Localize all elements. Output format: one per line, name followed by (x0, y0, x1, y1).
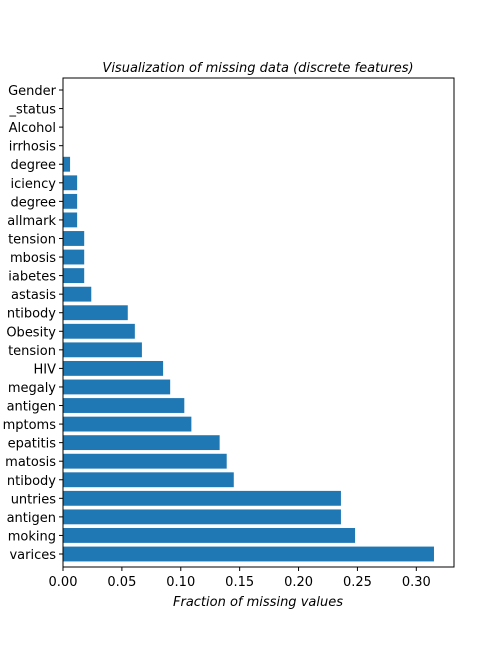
y-tick-label-14: tension (8, 344, 56, 359)
x-tick-label-2: 0.10 (166, 575, 195, 590)
x-tick-label-5: 0.25 (343, 575, 372, 590)
bar-19 (63, 435, 220, 451)
y-tick-label-9: mbosis (10, 251, 56, 266)
x-tick-label-4: 0.20 (284, 575, 313, 590)
y-tick-label-4: degree (10, 158, 56, 173)
y-tick-label-2: Alcohol (9, 121, 56, 136)
bar-10 (63, 268, 85, 284)
bar-17 (63, 398, 185, 413)
y-tick-label-7: allmark (7, 214, 56, 229)
y-tick-label-12: ntibody (7, 307, 56, 322)
y-tick-label-19: epatitis (8, 437, 57, 452)
bar-24 (63, 528, 356, 543)
bar-12 (63, 305, 128, 321)
y-tick-label-25: varices (9, 548, 56, 563)
x-ticks: 0.00 0.05 0.10 0.15 0.20 0.25 0.30 (49, 567, 431, 590)
y-tick-label-1: _status (9, 103, 57, 118)
bar-21 (63, 472, 234, 488)
y-tick-label-8: tension (8, 232, 56, 247)
bar-15 (63, 360, 164, 376)
bar-22 (63, 490, 341, 506)
y-tick-label-3: irrhosis (9, 140, 56, 155)
bar-8 (63, 231, 85, 246)
y-tick-labels: Gender _status Alcohol irrhosis degree icienc… (3, 84, 63, 563)
bar-6 (63, 193, 78, 209)
bars-group (63, 156, 434, 562)
bar-16 (63, 379, 171, 395)
y-tick-label-6: degree (10, 195, 56, 210)
y-tick-label-10: iabetes (8, 270, 56, 285)
x-tick-label-3: 0.15 (225, 575, 254, 590)
x-tick-label-0: 0.00 (49, 575, 78, 590)
y-tick-label-5: iciency (11, 177, 57, 192)
y-tick-label-17: antigen (7, 400, 56, 415)
y-tick-label-21: ntibody (7, 474, 56, 489)
y-tick-label-23: antigen (7, 511, 56, 526)
y-tick-label-16: megaly (8, 381, 56, 396)
x-axis-label: Fraction of missing values (173, 595, 343, 610)
y-tick-label-11: astasis (11, 288, 56, 303)
plot-frame (62, 77, 455, 568)
chart-title: Visualization of missing data (discrete … (102, 61, 413, 76)
bar-4 (63, 156, 71, 172)
y-tick-label-20: matosis (5, 455, 56, 470)
bar-7 (63, 212, 78, 228)
bar-18 (63, 416, 192, 432)
y-tick-label-13: Obesity (6, 325, 56, 340)
bar-11 (63, 286, 92, 302)
bar-5 (63, 175, 78, 191)
y-tick-label-15: HIV (33, 362, 56, 377)
y-tick-label-0: Gender (8, 84, 57, 99)
bar-9 (63, 249, 85, 265)
bar-13 (63, 323, 135, 339)
bar-20 (63, 453, 227, 469)
bar-25 (63, 546, 434, 562)
y-tick-label-18: mptoms (3, 418, 57, 433)
y-tick-label-22: untries (11, 492, 57, 507)
x-tick-label-6: 0.30 (402, 575, 431, 590)
bar-14 (63, 342, 142, 358)
y-tick-label-24: moking (8, 529, 56, 544)
bar-23 (63, 509, 341, 525)
x-tick-label-1: 0.05 (107, 575, 136, 590)
